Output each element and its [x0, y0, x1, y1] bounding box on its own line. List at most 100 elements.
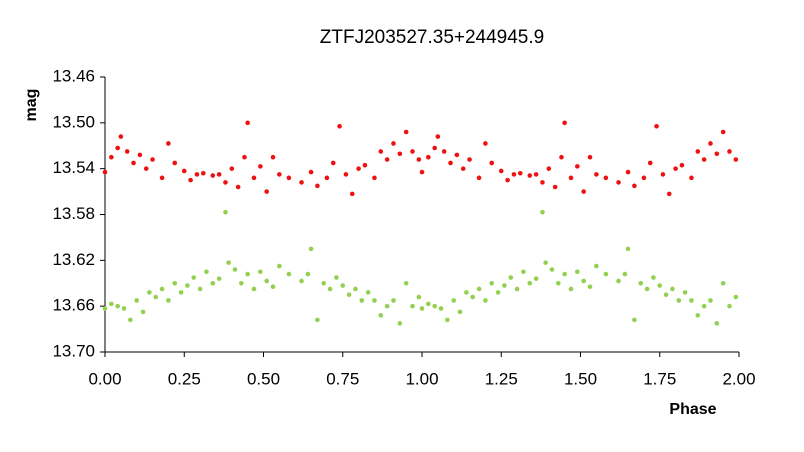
data-point — [286, 175, 292, 181]
y-tick-label: 13.62 — [52, 250, 95, 269]
x-tick-label: 1.25 — [485, 369, 518, 388]
data-point — [258, 164, 263, 169]
data-point — [568, 286, 574, 292]
data-point — [109, 301, 114, 307]
data-point — [514, 286, 520, 292]
data-point — [625, 246, 631, 252]
data-point — [124, 149, 130, 154]
data-point — [505, 177, 510, 183]
data-point — [603, 271, 609, 277]
data-point — [651, 275, 656, 280]
x-tick-label: 0.00 — [88, 369, 121, 388]
data-point — [286, 271, 292, 277]
data-point — [419, 169, 425, 175]
data-point — [216, 172, 222, 177]
data-point — [166, 141, 171, 146]
data-point — [188, 177, 193, 183]
data-point — [552, 184, 558, 190]
data-point — [178, 290, 184, 295]
data-point — [432, 303, 437, 309]
data-point — [457, 309, 463, 315]
data-point — [359, 298, 365, 303]
data-point — [378, 313, 384, 318]
x-tick-label: 0.50 — [247, 369, 280, 388]
data-point — [362, 162, 368, 168]
data-point — [498, 168, 504, 174]
data-point — [340, 283, 346, 288]
data-point — [483, 298, 488, 303]
data-point — [223, 209, 228, 215]
y-tick-label: 13.54 — [52, 158, 95, 177]
data-point — [245, 120, 250, 126]
data-point — [527, 173, 533, 178]
data-point — [372, 175, 377, 181]
data-point — [185, 283, 190, 288]
data-point — [464, 290, 469, 295]
data-point — [689, 298, 694, 303]
data-point — [701, 303, 707, 309]
data-point — [204, 269, 209, 275]
data-point — [714, 321, 720, 326]
data-point — [467, 157, 472, 162]
data-point — [419, 306, 425, 311]
data-point — [200, 170, 206, 176]
data-point — [191, 275, 197, 280]
data-point — [143, 166, 149, 171]
data-point — [315, 183, 320, 189]
data-point — [508, 275, 514, 280]
data-point — [527, 280, 533, 286]
x-axis-label: Phase — [669, 401, 716, 418]
x-tick-label: 0.75 — [326, 369, 359, 388]
data-point — [587, 154, 593, 160]
data-point — [438, 306, 444, 311]
data-point — [581, 189, 586, 194]
data-point — [264, 189, 269, 194]
data-point — [689, 175, 694, 181]
data-point — [134, 298, 139, 303]
y-tick-label: 13.70 — [52, 341, 95, 360]
data-point — [426, 154, 431, 160]
data-point — [242, 154, 247, 160]
x-tick-label: 1.50 — [564, 369, 597, 388]
data-point — [625, 169, 631, 175]
data-point — [632, 317, 637, 323]
data-point — [397, 321, 403, 326]
data-point — [470, 294, 476, 300]
data-point — [194, 172, 200, 177]
data-point — [727, 149, 732, 154]
data-point — [210, 280, 216, 286]
data-point — [632, 183, 637, 189]
data-point — [679, 162, 685, 168]
data-point — [109, 154, 114, 160]
data-point — [115, 303, 120, 309]
data-point — [121, 306, 127, 311]
data-point — [708, 298, 713, 303]
data-point — [673, 166, 678, 171]
data-point — [216, 276, 222, 281]
data-point — [511, 172, 517, 177]
data-point — [451, 298, 457, 303]
data-point — [353, 286, 358, 292]
data-point — [581, 278, 586, 284]
data-point — [695, 313, 701, 318]
y-tick-label: 13.50 — [52, 112, 95, 131]
data-point — [603, 175, 609, 181]
data-point — [426, 301, 431, 307]
data-point — [229, 166, 235, 171]
data-point — [714, 151, 720, 157]
data-point — [277, 263, 282, 269]
data-point — [483, 141, 488, 146]
data-point — [251, 175, 257, 181]
y-tick-label: 13.46 — [52, 66, 95, 85]
data-point — [365, 290, 371, 295]
data-point — [701, 157, 707, 162]
data-point — [495, 290, 501, 295]
data-point — [299, 180, 304, 185]
data-point — [349, 191, 355, 197]
data-point — [559, 154, 564, 160]
data-point — [441, 149, 447, 154]
data-point — [378, 149, 384, 154]
data-point — [140, 309, 146, 315]
data-point — [543, 260, 548, 265]
data-point — [397, 151, 403, 157]
